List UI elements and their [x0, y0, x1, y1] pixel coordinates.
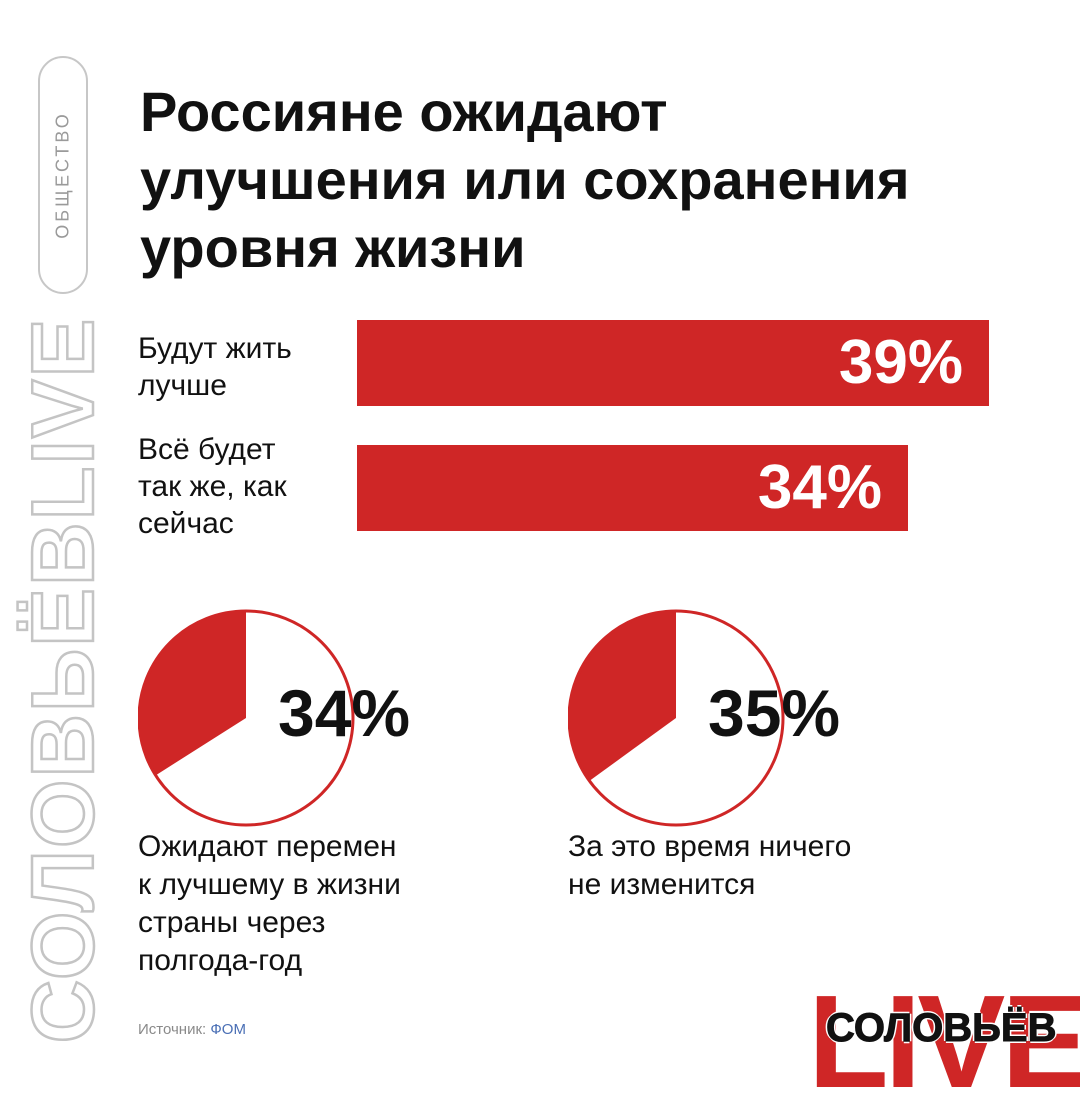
bar-label-line: так же, как	[138, 470, 287, 503]
pie-slice-filled	[139, 611, 246, 776]
pie-svg	[568, 609, 785, 827]
title-line-3: уровня жизни	[140, 216, 526, 279]
bar-label-line: лучше	[138, 369, 227, 402]
bar-same: 34%	[357, 445, 908, 531]
pie-caption-line: не изменится	[568, 868, 756, 901]
bar-label-line: Будут жить	[138, 332, 292, 365]
source-label: Источник:	[138, 1021, 207, 1038]
bar-value-label: 34%	[757, 453, 882, 522]
bar-value-label: 39%	[838, 328, 963, 397]
soloviev-live-logo: LIVE СОЛОВЬЁВ	[808, 976, 1080, 1108]
bar-better: 39%	[357, 320, 989, 406]
bar-category-label: Будут жить лучше	[138, 330, 348, 404]
pie-outline	[138, 609, 355, 827]
pie-caption-line: к лучшему в жизни	[138, 868, 401, 901]
logo-name-text: СОЛОВЬЁВ	[825, 1006, 1057, 1050]
title-line-1: Россияне ожидают	[140, 80, 668, 143]
source-note: Источник: ФОМ	[138, 1021, 246, 1038]
category-tag: ОБЩЕСТВО	[38, 56, 88, 294]
chart-title: Россияне ожидают улучшения или сохранени…	[140, 78, 1040, 282]
bar-label-line: сейчас	[138, 507, 234, 540]
side-brand-watermark: СОЛОВЬЁВLIVE	[0, 0, 130, 1080]
pie-caption-line: страны через	[138, 906, 326, 939]
pie-slice-filled	[569, 611, 676, 781]
pie-caption-line: За это время ничего	[568, 830, 852, 863]
bar-label-line: Всё будет	[138, 433, 276, 466]
pie-svg	[138, 609, 355, 827]
title-line-2: улучшения или сохранения	[140, 148, 910, 211]
bar-category-label: Всё будет так же, как сейчас	[138, 431, 348, 542]
side-brand-text: СОЛОВЬЁВLIVE	[12, 315, 114, 1044]
source-link[interactable]: ФОМ	[210, 1021, 246, 1038]
pie-caption: Ожидают перемен к лучшему в жизни страны…	[138, 828, 578, 980]
pie-caption-line: полгода-год	[138, 944, 303, 977]
pie-outline	[568, 609, 785, 827]
pie-caption-line: Ожидают перемен	[138, 830, 397, 863]
pie-value-label: 35%	[708, 676, 841, 750]
pie-value-label: 34%	[278, 676, 411, 750]
pie-caption: За это время ничего не изменится	[568, 828, 1008, 904]
